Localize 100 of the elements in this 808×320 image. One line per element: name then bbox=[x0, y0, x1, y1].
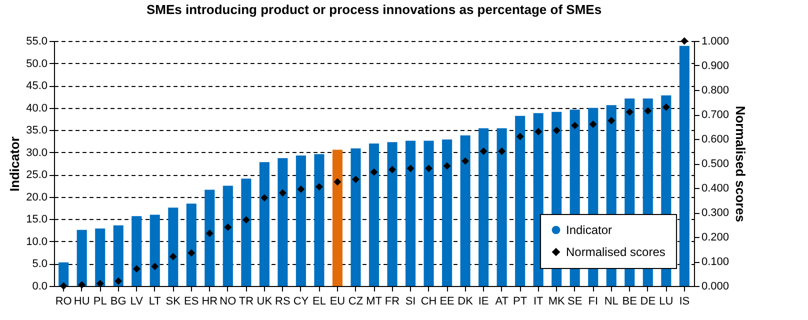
bar bbox=[350, 148, 361, 286]
y-tick-label: 0.0 bbox=[32, 280, 48, 292]
bar bbox=[496, 128, 507, 286]
x-tick-label: PL bbox=[93, 296, 107, 308]
y2-tick-label: 0.500 bbox=[702, 158, 730, 170]
bar bbox=[424, 140, 434, 286]
bar bbox=[113, 225, 124, 286]
x-tick-label: HU bbox=[74, 296, 90, 308]
x-tick-label: IT bbox=[533, 296, 544, 308]
point bbox=[297, 186, 305, 193]
bar bbox=[259, 162, 270, 286]
x-tick-label: LT bbox=[148, 296, 162, 308]
point bbox=[608, 116, 616, 124]
bar bbox=[368, 143, 380, 286]
x-tick-label: CY bbox=[293, 296, 310, 308]
x-tick-label: MK bbox=[548, 296, 566, 308]
bar bbox=[314, 154, 324, 286]
x-tick-label: TR bbox=[238, 296, 254, 308]
x-tick-label: FI bbox=[588, 296, 598, 308]
bar bbox=[515, 116, 526, 286]
x-tick-label: HR bbox=[202, 296, 218, 308]
bar bbox=[387, 142, 398, 286]
point bbox=[626, 108, 634, 116]
point bbox=[132, 265, 140, 273]
point bbox=[169, 252, 177, 260]
point bbox=[516, 132, 524, 140]
bar bbox=[296, 155, 306, 286]
y-tick-label: 15.0 bbox=[26, 214, 48, 226]
legend-label: Indicator bbox=[566, 223, 612, 237]
y2-axis-title: Normalised scores bbox=[733, 106, 748, 222]
point bbox=[480, 148, 488, 155]
point bbox=[552, 126, 560, 134]
x-tick-label: CH bbox=[420, 296, 437, 308]
x-tick-label: RO bbox=[55, 296, 72, 308]
bar bbox=[168, 208, 178, 286]
x-tick-label: IS bbox=[679, 296, 690, 308]
y2-tick-label: 0.800 bbox=[702, 84, 730, 96]
x-tick-label: DK bbox=[458, 296, 474, 308]
x-tick-label: LV bbox=[130, 296, 144, 308]
point bbox=[78, 281, 86, 288]
point bbox=[443, 162, 451, 170]
point bbox=[370, 168, 378, 176]
y-tick-label: 10.0 bbox=[26, 236, 48, 248]
bar bbox=[58, 262, 69, 286]
point bbox=[60, 282, 68, 290]
x-tick-label: EL bbox=[312, 296, 326, 308]
y-tick-label: 45.0 bbox=[26, 80, 48, 92]
y-tick-label: 50.0 bbox=[26, 58, 48, 70]
point bbox=[388, 166, 396, 174]
x-tick-label: BG bbox=[110, 296, 126, 308]
bar bbox=[222, 186, 233, 286]
x-tick-label: FR bbox=[384, 296, 400, 308]
point bbox=[260, 194, 268, 202]
legend-label: Normalised scores bbox=[566, 245, 666, 259]
y-tick-label: 5.0 bbox=[32, 258, 48, 270]
bar bbox=[204, 190, 215, 286]
point bbox=[242, 216, 250, 224]
y2-tick-label: 1.000 bbox=[702, 36, 730, 48]
x-tick-label: EU bbox=[330, 296, 346, 308]
point bbox=[680, 37, 688, 45]
y2-tick-label: 0.000 bbox=[702, 280, 730, 292]
x-tick-label: EE bbox=[440, 296, 454, 308]
y-tick-label: 40.0 bbox=[26, 102, 48, 114]
point bbox=[406, 164, 414, 172]
y-tick-label: 25.0 bbox=[26, 169, 48, 182]
bar bbox=[460, 135, 470, 286]
point bbox=[498, 148, 506, 155]
y2-tick-label: 0.300 bbox=[702, 207, 730, 219]
bar bbox=[95, 228, 106, 286]
point bbox=[188, 249, 196, 257]
bar bbox=[76, 230, 87, 286]
bar bbox=[679, 46, 690, 286]
x-tick-label: SE bbox=[568, 296, 582, 308]
point bbox=[278, 189, 286, 197]
bar bbox=[132, 216, 142, 286]
point bbox=[114, 277, 122, 285]
chart-title: SMEs introducing product or process innovations as percentage of SMEs bbox=[146, 2, 602, 17]
x-tick-label: PT bbox=[513, 296, 528, 308]
bar bbox=[241, 178, 252, 286]
y2-tick-label: 0.700 bbox=[702, 109, 730, 121]
point bbox=[151, 262, 159, 270]
x-tick-label: ES bbox=[184, 296, 199, 308]
point bbox=[644, 107, 652, 115]
point bbox=[534, 128, 542, 136]
x-tick-label: RS bbox=[275, 296, 290, 308]
x-tick-label: SI bbox=[405, 296, 416, 308]
x-tick-label: CZ bbox=[348, 296, 364, 308]
bar bbox=[406, 140, 416, 286]
x-tick-label: UK bbox=[256, 296, 273, 308]
y2-tick-label: 0.600 bbox=[702, 134, 730, 146]
point bbox=[316, 183, 323, 190]
x-tick-label: AT bbox=[495, 296, 509, 308]
y2-tick-label: 0.200 bbox=[702, 232, 730, 244]
bar bbox=[150, 214, 160, 286]
y-tick-label: 30.0 bbox=[26, 146, 48, 159]
y2-tick-label: 0.900 bbox=[702, 60, 730, 72]
point bbox=[425, 164, 432, 172]
x-tick-label: SK bbox=[166, 296, 182, 308]
point bbox=[662, 103, 670, 111]
x-tick-label: MT bbox=[366, 296, 382, 308]
